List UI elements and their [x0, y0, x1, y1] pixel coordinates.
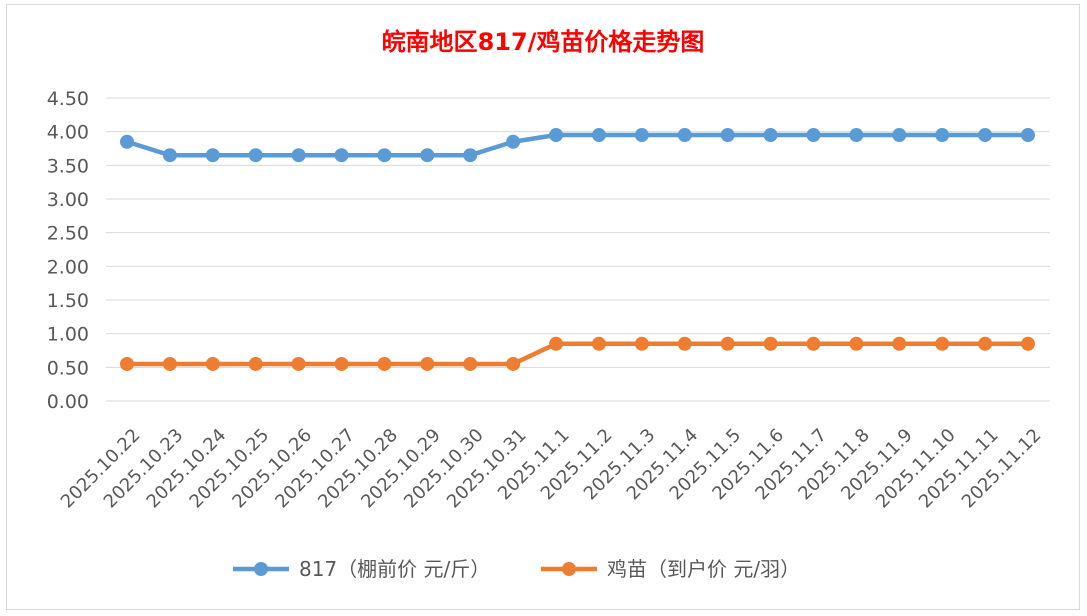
data-point [892, 336, 907, 351]
y-tick-label: 4.00 [47, 122, 89, 144]
data-point [677, 128, 692, 143]
data-point [763, 336, 778, 351]
legend-label: 817（棚前价 元/斤） [299, 557, 490, 581]
data-point [677, 336, 692, 351]
data-point [120, 356, 134, 371]
data-point [935, 336, 950, 351]
y-tick-label: 4.50 [47, 88, 89, 110]
y-tick-label: 0.50 [47, 357, 89, 379]
chart-title-part: 皖南地区 [382, 27, 478, 56]
data-point [806, 128, 821, 143]
series-line [124, 341, 1031, 367]
chart-title-part: 817/ [478, 28, 537, 56]
data-point [420, 148, 435, 163]
data-point [763, 128, 778, 143]
data-point [205, 148, 220, 163]
data-point [978, 128, 993, 143]
data-point [463, 356, 478, 371]
legend-marker [562, 562, 576, 576]
data-point [291, 356, 306, 371]
data-point [120, 134, 134, 149]
chart-frame [6, 4, 1080, 610]
grid-lines [106, 97, 1050, 402]
data-point [849, 336, 864, 351]
y-tick-label: 0.00 [47, 391, 89, 413]
data-point [806, 336, 821, 351]
y-tick-label: 3.50 [47, 155, 89, 177]
data-point [506, 134, 521, 149]
data-point [162, 356, 177, 371]
y-tick-label: 2.50 [47, 223, 89, 245]
data-point [162, 148, 177, 163]
data-point [377, 356, 392, 371]
data-point [720, 336, 735, 351]
data-point [549, 128, 564, 143]
legend-label: 鸡苗（到户价 元/羽） [607, 557, 800, 581]
data-point [420, 356, 435, 371]
data-point [334, 356, 349, 371]
data-point [935, 128, 950, 143]
y-tick-label: 2.00 [47, 256, 89, 278]
data-point [591, 336, 606, 351]
data-point [291, 148, 306, 163]
data-point [849, 128, 864, 143]
data-point [1021, 128, 1035, 143]
data-point [248, 356, 263, 371]
legend-item: 鸡苗（到户价 元/羽） [541, 557, 800, 581]
legend-item: 817（棚前价 元/斤） [233, 557, 490, 581]
y-tick-label: 1.00 [47, 324, 89, 346]
data-point [549, 336, 564, 351]
chart-title-part: 鸡苗价格走势图 [535, 27, 704, 56]
data-point [892, 128, 907, 143]
data-point [720, 128, 735, 143]
data-point [463, 148, 478, 163]
data-point [506, 356, 521, 371]
x-axis: 2025.10.222025.10.232025.10.242025.10.25… [57, 425, 1046, 513]
series-line [124, 132, 1031, 158]
data-point [634, 336, 649, 351]
data-point [591, 128, 606, 143]
data-point [334, 148, 349, 163]
series-1 [120, 336, 1035, 371]
data-point [978, 336, 993, 351]
data-point [634, 128, 649, 143]
y-axis: 0.00 0.50 1.00 1.50 2.00 2.50 3.00 3.50 4.00 4.50 [47, 88, 89, 413]
y-tick-label: 1.50 [47, 290, 89, 312]
legend-marker [254, 562, 268, 576]
series-layer [120, 128, 1035, 371]
legend: 817（棚前价 元/斤） 鸡苗（到户价 元/羽） [233, 557, 800, 581]
data-point [205, 356, 220, 371]
chart-title: 皖南地区817/鸡苗价格走势图 [382, 27, 705, 56]
data-point [377, 148, 392, 163]
data-point [1021, 336, 1035, 351]
data-point [248, 148, 263, 163]
series-0 [120, 128, 1035, 163]
y-tick-label: 3.00 [47, 189, 89, 211]
